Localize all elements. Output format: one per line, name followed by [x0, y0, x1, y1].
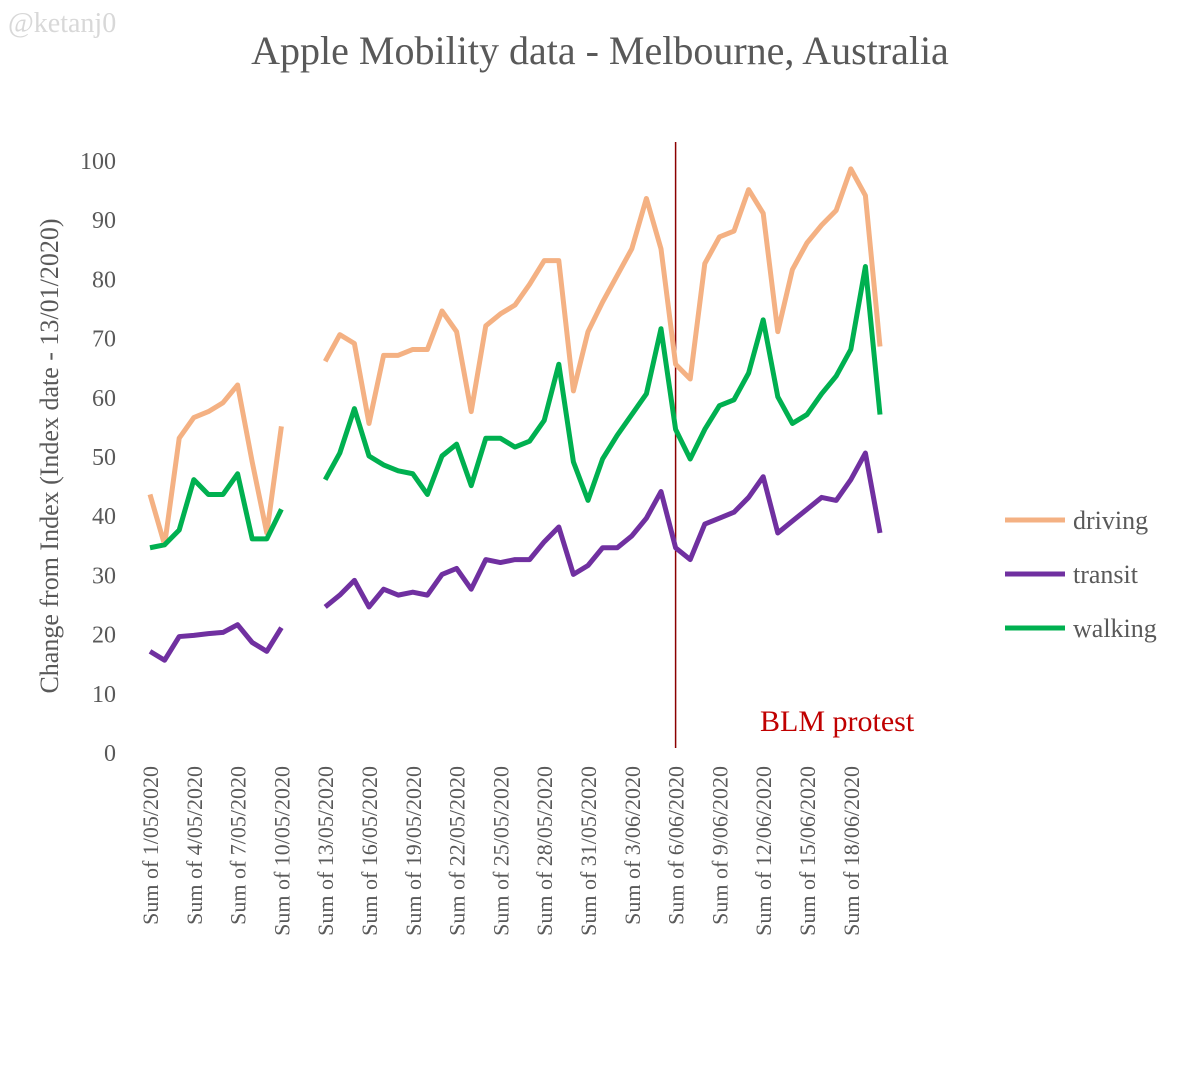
annotation-text: BLM protest — [760, 705, 915, 738]
series-line — [148, 450, 883, 663]
x-tick-label: Sum of 1/05/2020 — [138, 766, 163, 925]
y-tick-label: 20 — [92, 623, 116, 649]
y-tick-label: 70 — [92, 327, 116, 353]
x-tick-label: Sum of 15/06/2020 — [795, 766, 820, 936]
chart-title: Apple Mobility data - Melbourne, Austral… — [251, 28, 949, 73]
y-tick-label: 100 — [80, 149, 116, 175]
x-tick-label: Sum of 4/05/2020 — [182, 766, 207, 925]
x-tick-label: Sum of 13/05/2020 — [313, 766, 338, 936]
x-tick-label: Sum of 12/06/2020 — [751, 766, 776, 936]
y-axis-label: Change from Index (Index date - 13/01/20… — [35, 218, 64, 693]
x-tick-label: Sum of 28/05/2020 — [532, 766, 557, 936]
x-tick-label: Sum of 16/05/2020 — [357, 766, 382, 936]
y-tick-label: 40 — [92, 504, 116, 530]
x-tick-label: Sum of 22/05/2020 — [445, 766, 470, 936]
y-tick-label: 10 — [92, 682, 116, 708]
legend-label: transit — [1073, 560, 1139, 589]
legend-label: walking — [1073, 614, 1157, 643]
x-tick-label: Sum of 19/05/2020 — [401, 766, 426, 936]
x-tick-label: Sum of 6/06/2020 — [664, 766, 689, 925]
series-line — [149, 264, 883, 551]
x-tick-label: Sum of 9/06/2020 — [707, 766, 732, 925]
x-tick-label: Sum of 31/05/2020 — [576, 766, 601, 936]
x-tick-label: Sum of 10/05/2020 — [269, 766, 294, 936]
watermark: @ketanj0 — [8, 8, 116, 39]
y-tick-label: 30 — [92, 563, 116, 589]
series-line — [147, 166, 883, 548]
y-tick-label: 0 — [104, 741, 116, 767]
y-tick-label: 50 — [92, 445, 116, 471]
x-tick-label: Sum of 25/05/2020 — [488, 766, 513, 936]
x-tick-label: Sum of 3/06/2020 — [620, 766, 645, 925]
y-tick-label: 60 — [92, 386, 116, 412]
x-tick-label: Sum of 18/06/2020 — [839, 766, 864, 936]
y-tick-label: 90 — [92, 208, 116, 234]
x-tick-label: Sum of 7/05/2020 — [226, 766, 251, 925]
y-tick-label: 80 — [92, 267, 116, 293]
legend-label: driving — [1073, 506, 1148, 535]
